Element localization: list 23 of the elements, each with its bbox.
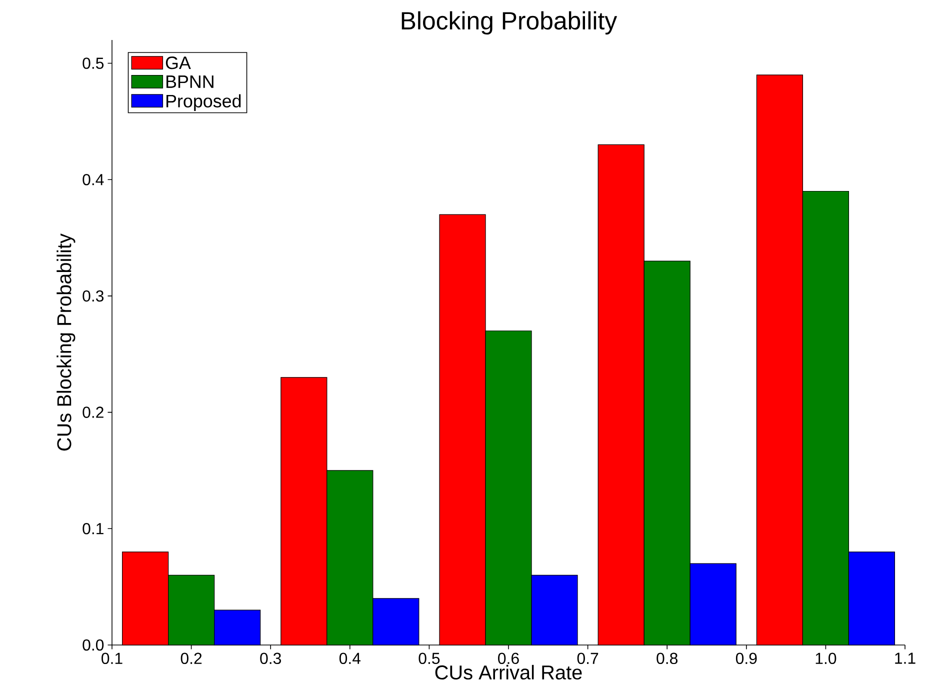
x-tick-label: 0.9 bbox=[736, 652, 757, 664]
y-axis-title: CUs Blocking Probability bbox=[56, 234, 76, 451]
y-tick-label: 0.1 bbox=[82, 523, 104, 534]
y-tick-label: 0.4 bbox=[82, 174, 104, 186]
x-tick-label: 1.0 bbox=[816, 652, 836, 664]
x-tick-label: 0.5 bbox=[418, 652, 440, 664]
y-tick-label: 0.3 bbox=[82, 290, 104, 302]
x-tick-label: 0.6 bbox=[498, 652, 519, 664]
legend-label: GA bbox=[166, 56, 191, 70]
y-tick-label: 0.0 bbox=[82, 639, 104, 651]
x-tick-label: 0.4 bbox=[339, 652, 361, 664]
x-tick-label: 0.7 bbox=[577, 652, 598, 664]
legend-label: Proposed bbox=[166, 94, 241, 112]
x-tick-label: 0.8 bbox=[656, 652, 678, 664]
x-tick-label: 0.3 bbox=[260, 652, 281, 664]
x-axis-title: CUs Arrival Rate bbox=[435, 664, 582, 680]
y-tick-label: 0.5 bbox=[82, 58, 104, 69]
x-tick-label: 0.1 bbox=[102, 652, 122, 664]
y-tick-label: 0.2 bbox=[82, 406, 104, 418]
chart-title: Blocking Probability bbox=[402, 11, 618, 34]
x-tick-label: 0.2 bbox=[180, 652, 202, 664]
legend-label: BPNN bbox=[166, 75, 214, 88]
x-tick-label: 1.1 bbox=[895, 652, 916, 664]
